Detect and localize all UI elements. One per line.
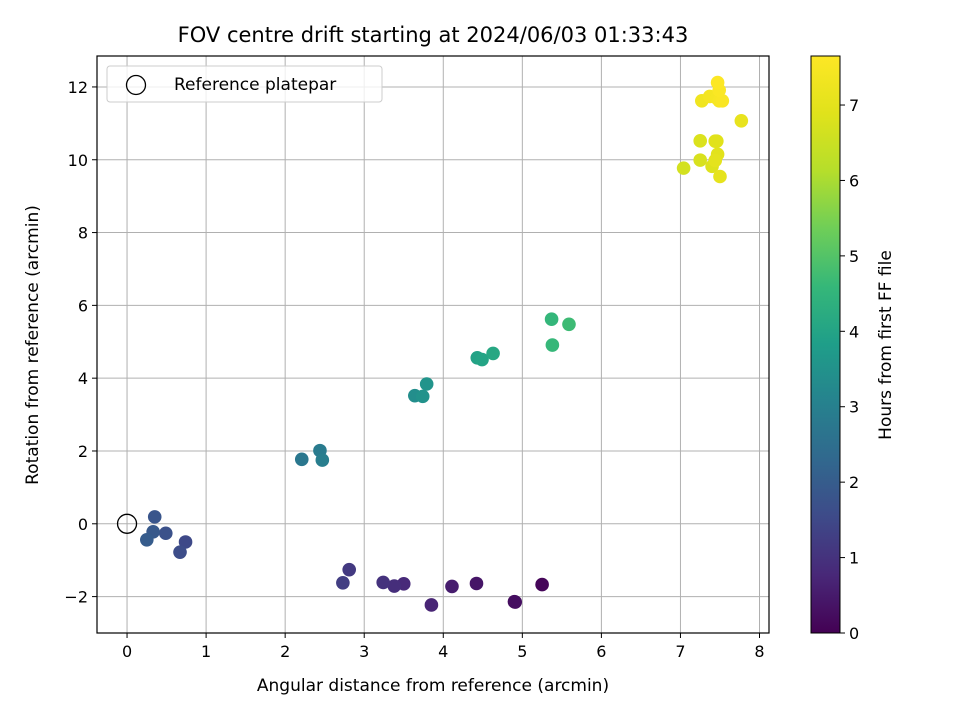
y-axis-label: Rotation from reference (arcmin) — [23, 205, 43, 485]
legend-marker — [125, 74, 147, 96]
data-point — [713, 169, 727, 184]
y-tick-label: 6 — [78, 296, 88, 315]
x-axis-label: Angular distance from reference (arcmin) — [257, 676, 609, 696]
y-tick-label: 12 — [68, 78, 88, 97]
y-tick-label: −2 — [64, 588, 88, 607]
x-tick-label: 6 — [596, 642, 606, 661]
colorbar-label: Hours from first FF file — [876, 250, 896, 440]
y-tick-label: 2 — [78, 442, 88, 461]
data-point — [376, 575, 390, 590]
colorbar-tick-label: 5 — [849, 247, 859, 266]
data-point — [693, 134, 708, 148]
data-point — [178, 535, 193, 549]
chart-title: FOV centre drift starting at 2024/06/03 … — [178, 23, 689, 47]
data-point — [734, 113, 749, 128]
data-point — [708, 153, 723, 168]
y-tick-label: 8 — [78, 224, 88, 243]
data-points — [116, 75, 749, 612]
data-point — [158, 526, 173, 541]
data-point — [342, 562, 356, 577]
colorbar: 0 1 2 3 4 5 6 7 Hours from first FF file — [810, 55, 896, 643]
legend: Reference platepar — [106, 65, 383, 103]
y-tick-label: 10 — [68, 151, 88, 170]
x-tick-label: 7 — [675, 642, 685, 661]
colorbar-tick-label: 3 — [849, 398, 859, 417]
data-point — [336, 575, 350, 590]
data-point — [469, 576, 484, 591]
x-tick-label: 0 — [122, 642, 132, 661]
data-point — [424, 598, 439, 612]
x-tick-label: 1 — [201, 642, 211, 661]
data-point — [475, 352, 489, 367]
data-point — [508, 595, 523, 609]
data-point — [140, 533, 154, 547]
data-point — [676, 161, 691, 175]
data-point — [147, 510, 162, 524]
colorbar-tick-label: 6 — [849, 171, 859, 190]
data-point — [693, 153, 708, 167]
colorbar-tick-label: 0 — [849, 624, 859, 643]
colorbar-tick-label: 2 — [849, 473, 859, 492]
data-point — [544, 312, 559, 326]
x-tick-label: 4 — [438, 642, 448, 661]
grid-lines — [97, 56, 769, 633]
data-point — [710, 75, 725, 90]
data-point — [710, 134, 724, 148]
data-point — [535, 577, 549, 592]
data-point — [173, 545, 187, 559]
reference-marker — [116, 513, 138, 534]
data-point — [715, 93, 730, 108]
legend-box — [106, 65, 383, 103]
x-tick-label: 3 — [359, 642, 369, 661]
colorbar-ticks: 0 1 2 3 4 5 6 7 — [840, 96, 859, 643]
x-tick-label: 5 — [517, 642, 527, 661]
x-tick-label: 2 — [280, 642, 290, 661]
data-point — [415, 389, 430, 404]
plot-frame — [96, 55, 770, 634]
colorbar-tick-label: 4 — [849, 322, 859, 341]
colorbar-gradient — [810, 55, 841, 634]
data-point — [419, 377, 434, 391]
y-tick-label: 4 — [78, 369, 88, 388]
data-point — [445, 579, 459, 594]
data-point — [486, 346, 500, 361]
legend-entry-reference: Reference platepar — [174, 75, 336, 95]
x-axis-ticks: 0 1 2 3 4 5 6 7 8 — [122, 633, 765, 661]
colorbar-tick-label: 1 — [849, 549, 859, 568]
data-point — [315, 453, 330, 467]
data-point — [545, 338, 560, 352]
y-tick-label: 0 — [78, 515, 88, 534]
y-axis-ticks: −2 0 2 4 6 8 10 12 — [64, 78, 97, 607]
x-tick-label: 8 — [754, 642, 764, 661]
colorbar-tick-label: 7 — [849, 96, 859, 115]
data-point — [294, 452, 309, 467]
data-point — [562, 317, 576, 332]
data-point — [387, 579, 402, 593]
